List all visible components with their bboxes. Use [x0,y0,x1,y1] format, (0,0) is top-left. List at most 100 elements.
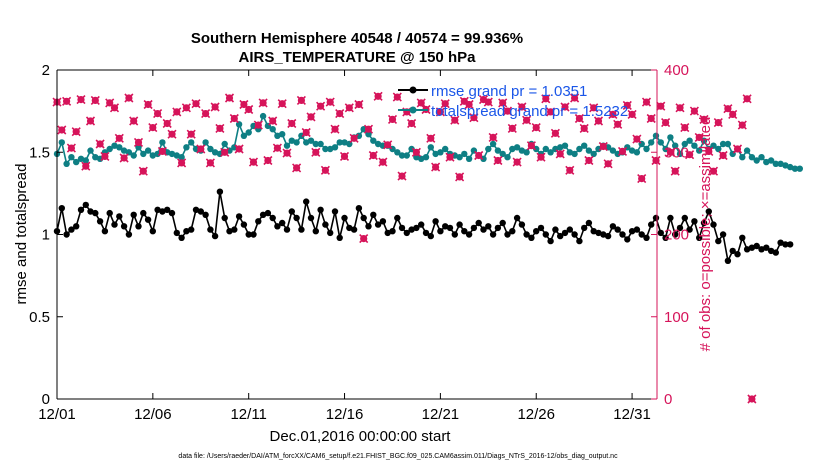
point-rmse [370,211,377,218]
obs-marker-cross [201,109,211,119]
obs-marker [316,101,326,111]
obs-marker-cross [685,150,695,160]
point-rmse [542,231,549,238]
obs-marker-cross [339,151,350,161]
obs-marker-cross [258,98,268,108]
point-totalspread [547,149,554,156]
point-totalspread [676,150,684,158]
point-totalspread [461,150,468,158]
obs-marker-cross [435,107,445,117]
obs-marker-cross [699,114,709,124]
legend-marker-totalspread [409,106,417,114]
obs-marker [234,144,244,154]
point-rmse [638,231,645,238]
x-tick-label: 12/21 [422,406,460,423]
obs-marker-cross [555,149,565,159]
point-rmse [336,234,343,241]
obs-marker-cross [469,113,479,123]
point-totalspread [662,145,669,153]
point-rmse [418,221,425,228]
obs-marker [143,99,153,110]
point-totalspread [456,154,463,161]
point-rmse [734,251,741,258]
obs-marker-cross [62,96,72,106]
point-rmse [427,232,434,240]
point-rmse [456,221,463,228]
point-totalspread [542,145,549,153]
point-rmse [130,211,137,218]
y-tick-label-left: 0 [42,391,50,408]
obs-marker-cross [66,143,76,153]
obs-marker [622,100,632,110]
obs-marker [196,144,206,154]
data-file-footnote: data file: /Users/raeder/DAI/ATM_forcXX/… [178,453,618,460]
point-rmse [667,214,674,222]
point-rmse [763,244,770,251]
point-totalspread [672,142,679,149]
obs-marker [455,172,465,182]
obs-marker [483,97,493,107]
point-totalspread [509,145,516,153]
obs-marker-cross [689,106,699,116]
obs-marker [296,95,306,105]
obs-marker-cross [584,155,594,166]
obs-marker-cross [522,115,532,125]
point-rmse [499,219,506,227]
point-rmse [547,237,554,245]
point-rmse [624,236,631,243]
point-totalspread [681,140,688,148]
obs-marker-cross [675,103,685,113]
obs-marker-cross [344,103,354,113]
obs-marker [728,109,738,119]
obs-marker [81,161,91,171]
point-totalspread [667,134,674,141]
obs-marker-cross [488,132,498,142]
obs-marker-cross [651,155,661,166]
obs-marker [435,107,445,117]
obs-marker-cross [670,166,680,176]
point-rmse [619,231,626,238]
obs-marker [613,119,623,129]
point-rmse [159,208,166,215]
obs-marker-cross [76,95,86,105]
obs-marker [71,127,81,137]
obs-marker [555,149,565,159]
obs-marker-cross [186,129,196,139]
point-rmse [413,224,420,232]
obs-marker [268,116,278,126]
point-rmse [231,226,238,233]
obs-marker-cross [483,97,493,107]
chart-subtitle: AIRS_TEMPERATURE @ 150 hPa [239,49,477,66]
point-rmse [422,229,430,237]
obs-marker [704,146,714,156]
obs-marker-cross [608,109,618,119]
point-rmse [92,209,99,217]
obs-marker-cross [502,106,513,116]
obs-marker [210,102,220,112]
point-rmse [365,223,372,230]
obs-marker [133,137,144,147]
obs-marker [512,157,522,167]
point-rmse [398,224,406,232]
obs-marker [177,158,187,168]
obs-marker-cross [416,98,426,108]
obs-marker-cross [143,99,153,110]
point-totalspread [437,149,444,156]
plot-area [57,70,657,399]
obs-marker [114,133,124,143]
point-rmse [164,206,171,213]
point-totalspread [307,137,315,144]
obs-marker [205,158,215,168]
point-rmse [293,214,300,222]
x-tick-label: 12/26 [517,406,555,423]
obs-marker [172,107,182,117]
obs-marker-cross [85,116,96,126]
point-totalspread [652,132,660,139]
point-totalspread [73,158,80,166]
point-rmse [585,219,593,227]
obs-marker-cross [90,95,100,105]
obs-marker-cross [641,97,652,107]
obs-marker-cross [210,102,220,112]
point-rmse [446,224,454,232]
point-rmse [739,234,746,241]
